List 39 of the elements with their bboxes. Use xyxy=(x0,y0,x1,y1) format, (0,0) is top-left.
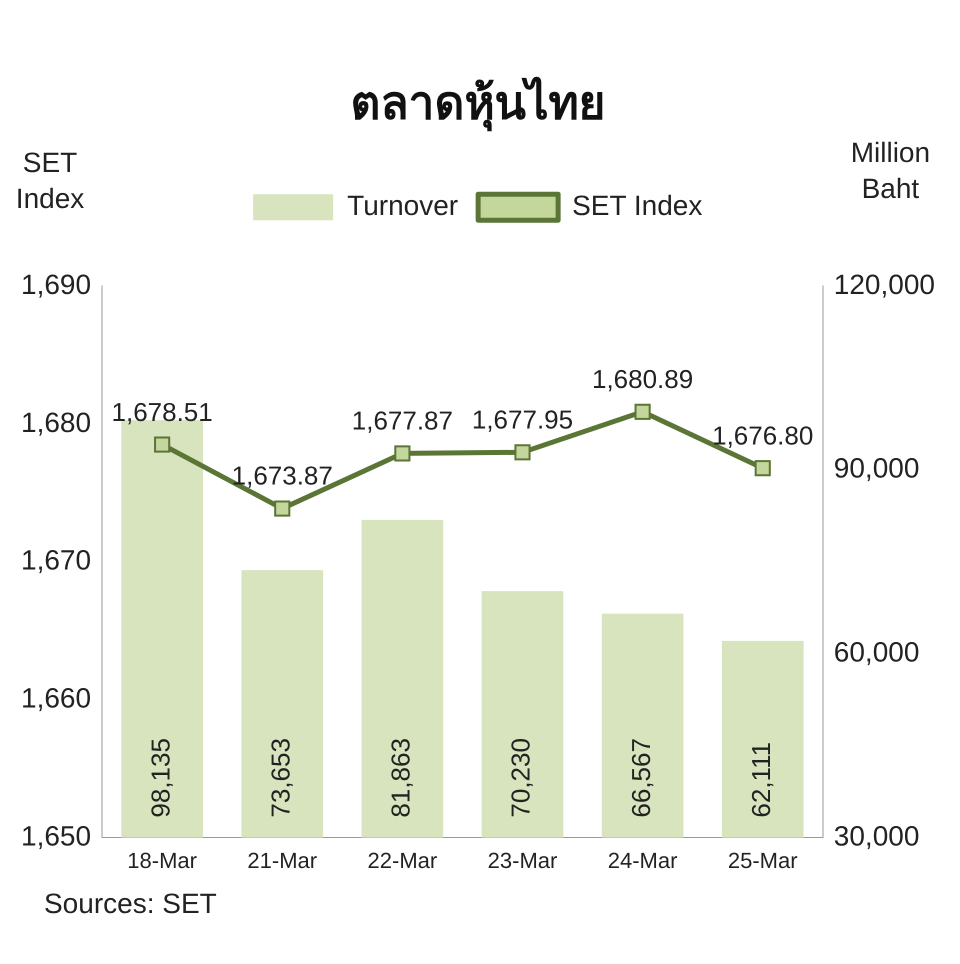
data-label: 1,677.95 xyxy=(472,404,574,434)
point xyxy=(514,444,531,460)
y-tick-label: 1,670 xyxy=(20,544,92,576)
y-tick-label: 1,680 xyxy=(20,406,92,438)
y-tick-label: 1,690 xyxy=(20,268,92,300)
data-label: 1,678.51 xyxy=(112,396,213,427)
data-label: 1,680.89 xyxy=(592,364,694,394)
x-tick-label: 22-Mar xyxy=(368,848,438,873)
legend-label: SET Index xyxy=(572,190,702,221)
data-label: 1,677.87 xyxy=(352,406,453,436)
y2-tick-label: 120,000 xyxy=(834,268,936,300)
y-tick-label: 1,660 xyxy=(20,682,92,714)
data-label: 70,230 xyxy=(506,738,536,818)
y2-tick-label: 90,000 xyxy=(834,452,920,484)
source-note: Sources: SET xyxy=(44,888,218,920)
x-tick-label: 18-Mar xyxy=(127,848,197,873)
data-label: 62,111 xyxy=(746,742,776,818)
legend-label: Turnover xyxy=(347,190,458,221)
point xyxy=(394,445,410,462)
y2-tick-label: 30,000 xyxy=(834,820,920,852)
y-axis-title: SET Index xyxy=(16,146,84,214)
y2-tick-label: 60,000 xyxy=(834,636,920,668)
data-label: 73,653 xyxy=(265,738,296,818)
chart-title: ตลาดหุ้นไทย xyxy=(350,76,606,132)
x-tick-label: 25-Mar xyxy=(728,848,798,873)
y-tick-label: 1,650 xyxy=(20,820,92,852)
data-label: 1,676.80 xyxy=(712,420,814,450)
x-tick-label: 24-Mar xyxy=(608,848,678,873)
data-label: 81,863 xyxy=(386,738,416,818)
point xyxy=(754,460,771,476)
point xyxy=(634,404,651,420)
data-label: 98,135 xyxy=(145,738,176,818)
y2-axis-title: Million Baht xyxy=(850,136,930,204)
x-tick-label: 23-Mar xyxy=(488,848,558,873)
x-tick-label: 21-Mar xyxy=(247,848,318,873)
data-label: 1,673.87 xyxy=(232,460,333,491)
data-label: 66,567 xyxy=(626,738,656,818)
point xyxy=(154,436,170,453)
point xyxy=(274,500,290,517)
